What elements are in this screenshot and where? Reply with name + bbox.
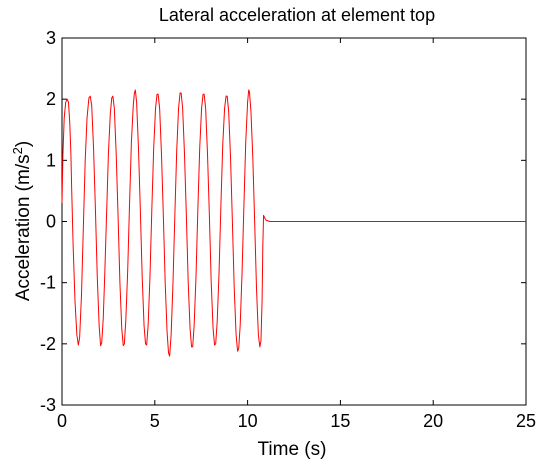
x-tick-label: 20 [423, 411, 443, 431]
x-tick-label: 0 [57, 411, 67, 431]
y-tick-label: -3 [40, 395, 56, 415]
y-tick-label: 0 [46, 212, 56, 232]
y-tick-label: -1 [40, 273, 56, 293]
x-tick-label: 5 [150, 411, 160, 431]
y-ticks: 3 2 1 0 -1 -2 -3 [40, 28, 526, 415]
series-line-0 [61, 89, 526, 357]
chart-title: Lateral acceleration at element top [159, 5, 435, 25]
x-tick-label: 25 [516, 411, 536, 431]
y-axis-label-suffix: ) [13, 141, 34, 147]
y-axis-label-superscript: 2 [10, 147, 25, 154]
y-tick-label: -2 [40, 334, 56, 354]
x-ticks: 0 5 10 15 20 25 [57, 38, 536, 431]
x-tick-label: 15 [330, 411, 350, 431]
y-tick-label: 2 [46, 89, 56, 109]
y-axis-label: Acceleration (m/s2) [10, 141, 34, 301]
series-layer [61, 89, 526, 357]
y-tick-label: 1 [46, 150, 56, 170]
x-tick-label: 10 [238, 411, 258, 431]
y-tick-label: 3 [46, 28, 56, 48]
x-axis-label: Time (s) [258, 439, 327, 460]
y-axis-label-prefix: Acceleration (m/s [13, 154, 34, 301]
